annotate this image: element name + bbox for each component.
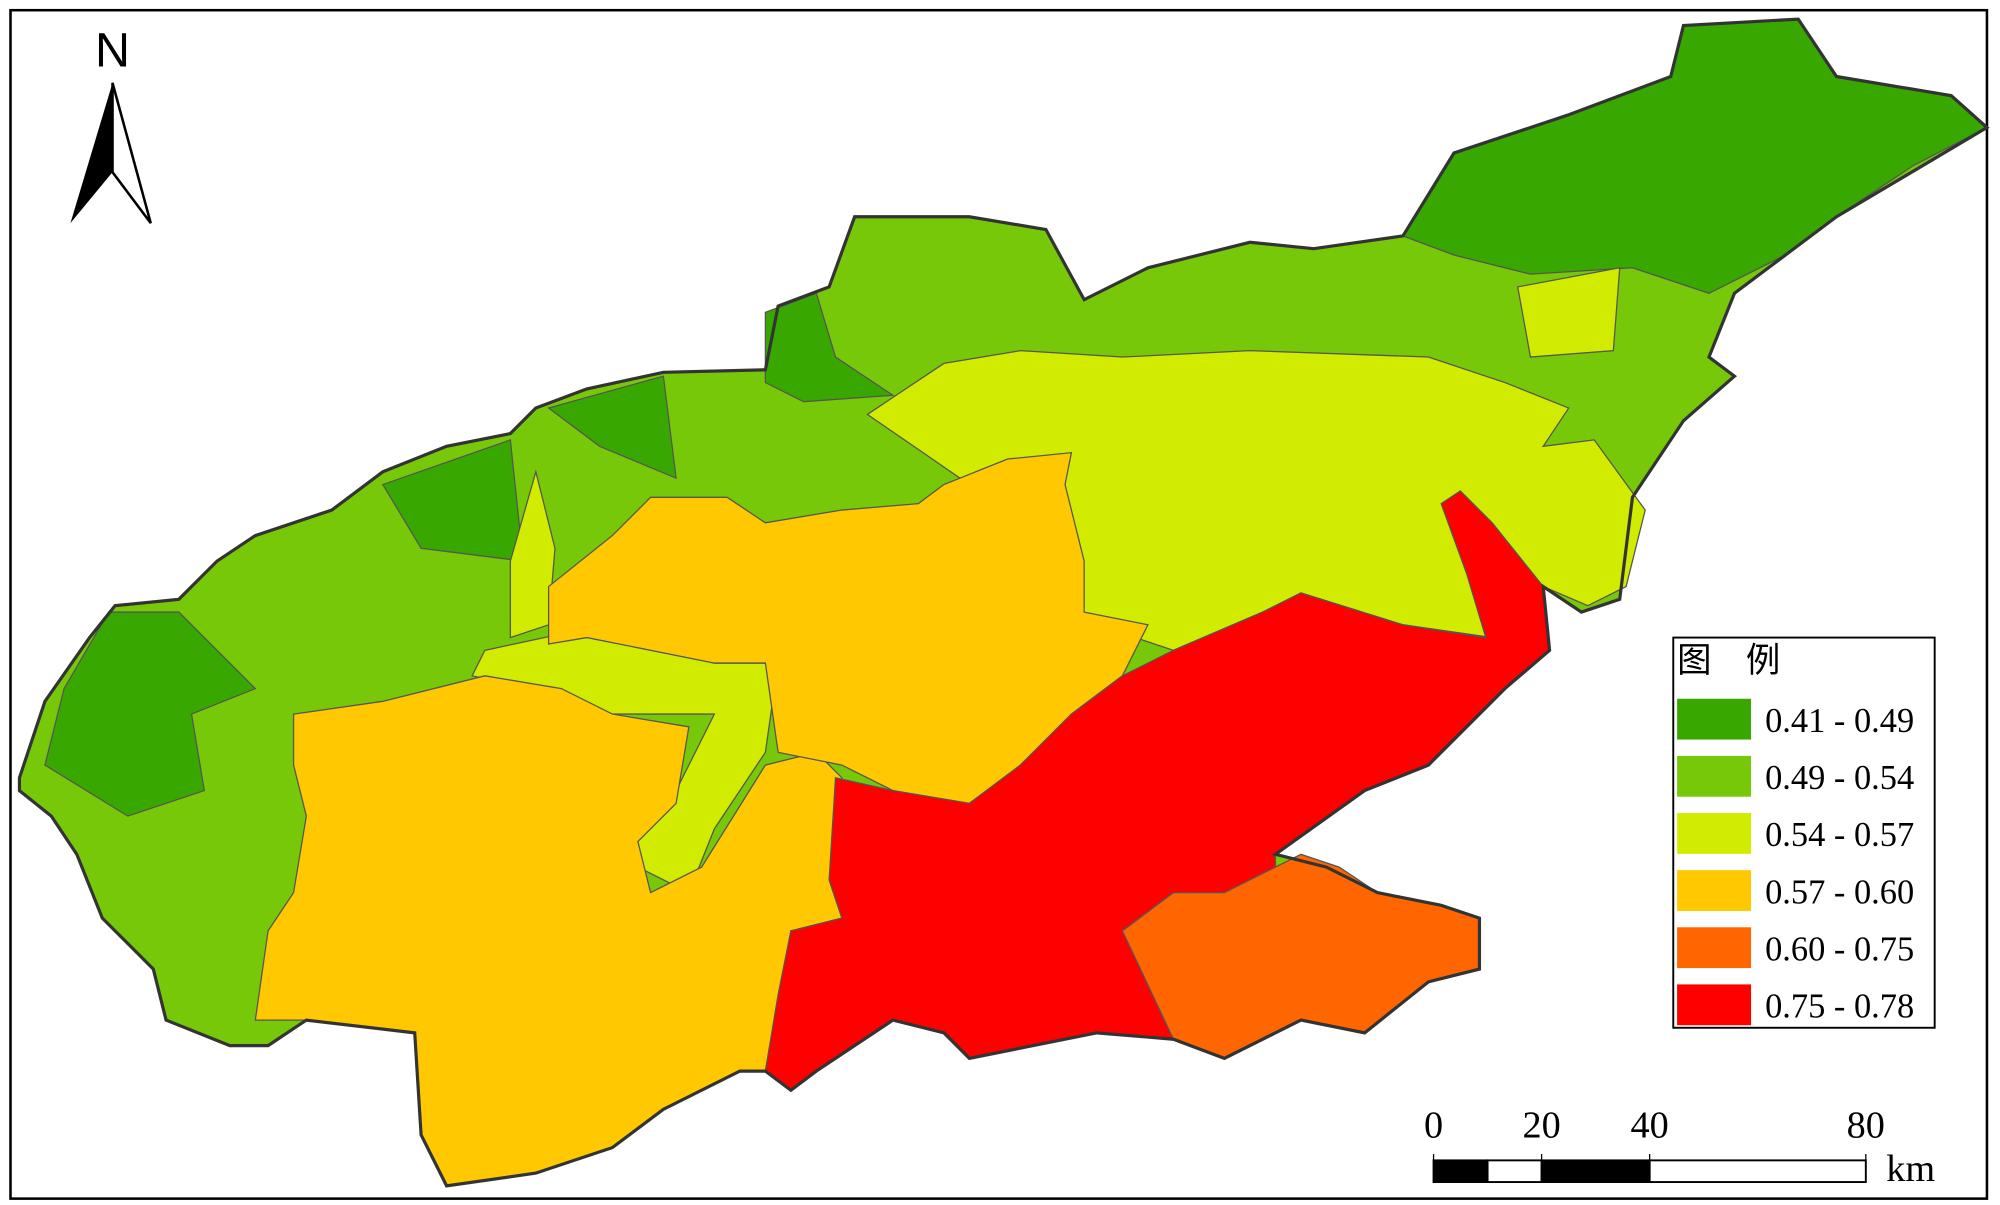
region [1516, 266, 1621, 358]
legend-label: 0.60 - 0.75 [1765, 930, 1914, 968]
north-label: N [95, 23, 130, 77]
scale-tick-label: 80 [1847, 1104, 1885, 1146]
regions [17, 17, 1990, 1188]
legend-swatch [1677, 755, 1752, 797]
north-arrow [111, 82, 152, 224]
legend-label: 0.54 - 0.57 [1765, 816, 1914, 854]
region [44, 611, 257, 817]
legend-label: 0.49 - 0.54 [1765, 759, 1914, 797]
scale-segment [1432, 1159, 1489, 1184]
legend-label: 0.75 - 0.78 [1765, 988, 1914, 1026]
legend-label: 0.41 - 0.49 [1765, 702, 1914, 740]
legend-label: 0.57 - 0.60 [1765, 873, 1914, 911]
scale-tick-label: 0 [1424, 1104, 1443, 1146]
scale-tick-label: 20 [1522, 1104, 1560, 1146]
map-outline [17, 17, 1990, 1188]
scale-segment [1486, 1159, 1543, 1184]
legend-swatch [1677, 984, 1752, 1026]
scale-tick-label: 40 [1631, 1104, 1669, 1146]
legend-swatch [1677, 927, 1752, 969]
legend-items: 0.41 - 0.49 0.49 - 0.54 0.54 - 0.57 0.57 - … [1677, 698, 1914, 1026]
region [547, 451, 1149, 805]
legend-title: 图 例 [1677, 642, 1780, 680]
scale-segment [1540, 1159, 1651, 1184]
legend-swatch [1677, 870, 1752, 911]
legend-swatch [1677, 813, 1752, 854]
legend-swatch [1677, 698, 1752, 740]
scale-segment [1648, 1159, 1867, 1184]
scale-unit: km [1886, 1148, 1935, 1190]
region [547, 375, 677, 480]
